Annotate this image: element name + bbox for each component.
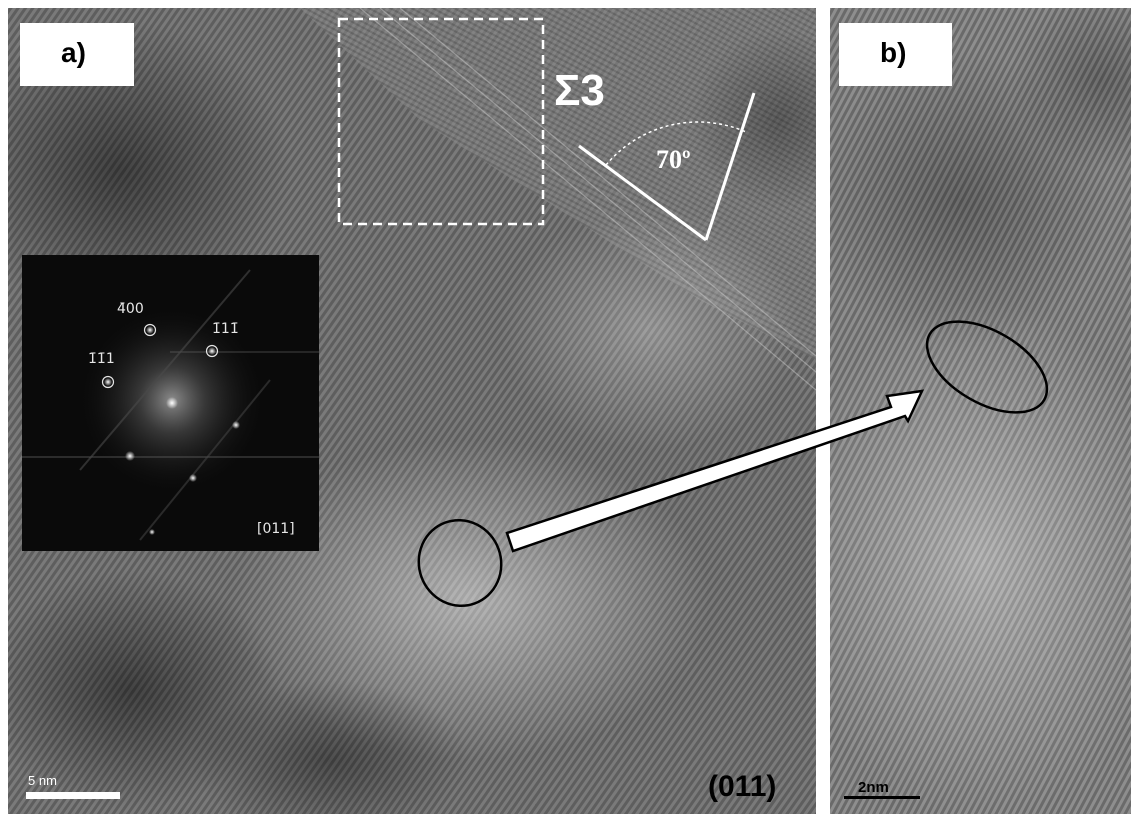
angle-line-left [578, 144, 707, 242]
selected-region-box [337, 17, 545, 226]
fft-inset [22, 255, 319, 551]
panel-label-a: a) [61, 37, 86, 68]
panel-label-box-b [839, 23, 952, 86]
fft-spot [104, 378, 112, 386]
fft-spot [232, 421, 240, 429]
region-ellipse-a [417, 518, 503, 608]
angle-label: 70º [656, 145, 691, 174]
angle-indicator [578, 92, 756, 242]
orientation-label: (011) [708, 770, 777, 803]
scale-bar-a-label: 5 nm [28, 773, 57, 788]
angle-line-right [704, 92, 756, 241]
fft-spot [166, 397, 178, 409]
fft-spot [189, 474, 197, 482]
fft-spot-label-400: 4̄00 [117, 301, 144, 317]
fft-spot-marker [143, 323, 157, 337]
fft-spot-marker [101, 375, 115, 389]
panel-label-box-a [20, 23, 134, 86]
angle-arc [605, 121, 747, 166]
fft-spot-marker [205, 344, 219, 358]
micrograph-panel-b [830, 8, 1131, 814]
fft-spot-label-111-right: 1̄11̄ [212, 321, 239, 337]
fft-zone-axis-label: [011] [257, 521, 295, 537]
panel-label-b: b) [880, 37, 907, 68]
magnification-arrow [505, 389, 925, 553]
fft-spot [125, 451, 135, 461]
fft-spot-label-111-left: 1̄1̄1 [88, 351, 115, 367]
sigma3-label: Σ3 [554, 66, 605, 115]
fft-spot [208, 347, 216, 355]
fft-spot [146, 326, 154, 334]
fft-spot [149, 529, 155, 535]
scale-bar-a [26, 792, 120, 799]
scale-bar-b [844, 796, 920, 799]
region-ellipse-b [925, 320, 1049, 414]
scale-bar-b-label: 2nm [858, 779, 889, 796]
